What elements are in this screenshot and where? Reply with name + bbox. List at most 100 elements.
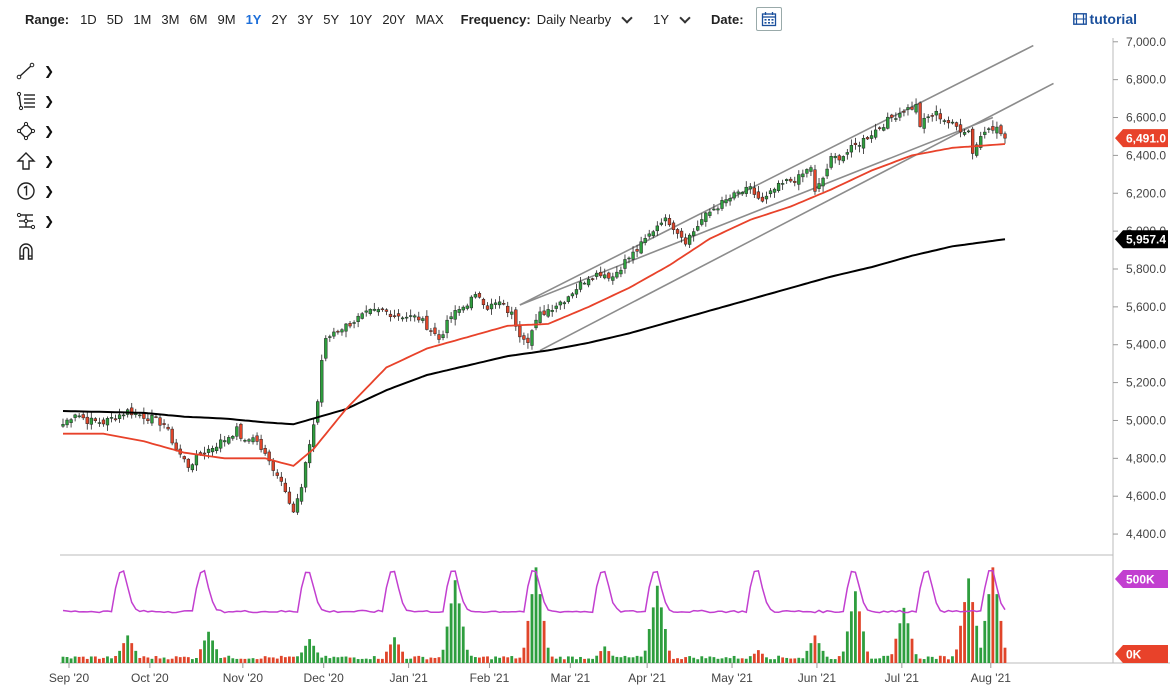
volume-bar — [813, 635, 817, 663]
candle-body — [995, 126, 999, 134]
volume-bar — [263, 656, 267, 663]
volume-bar — [81, 656, 85, 663]
candle-body — [287, 491, 292, 504]
volume-bar — [595, 655, 599, 663]
y-tick-label: 6,400.0 — [1126, 148, 1166, 162]
tool-trendline[interactable]: ❯ — [16, 56, 56, 86]
candle-body — [865, 137, 870, 140]
candle-body — [162, 423, 166, 425]
range-1y[interactable]: 1Y — [245, 11, 262, 27]
x-tick-label: Feb '21 — [470, 671, 510, 685]
candle-body — [227, 437, 231, 444]
range-5d[interactable]: 5D — [106, 11, 124, 27]
tool-measure[interactable]: ❯ — [16, 206, 56, 236]
volume-bar — [663, 629, 667, 663]
volume-bar — [999, 620, 1003, 663]
tutorial-link[interactable]: tutorial — [1072, 11, 1137, 27]
chevron-right-icon: ❯ — [44, 154, 55, 168]
range-3y[interactable]: 3Y — [297, 11, 314, 27]
candle-body — [793, 180, 797, 183]
candle-body — [198, 452, 203, 456]
candle-body — [299, 487, 304, 502]
candle-body — [243, 440, 247, 442]
volume-bar — [546, 647, 550, 663]
tool-shapes[interactable]: ❯ — [16, 116, 56, 146]
tool-magnet[interactable] — [16, 236, 56, 266]
volume-bar — [186, 657, 190, 663]
candle-body — [789, 178, 793, 182]
volume-bar — [510, 656, 514, 663]
volume-bar — [631, 657, 635, 663]
candle-body — [700, 219, 704, 225]
volume-bar — [255, 659, 259, 663]
volume-bar — [296, 656, 299, 663]
candle-body — [930, 115, 934, 117]
candle-body — [138, 414, 142, 417]
candle-body — [73, 414, 77, 418]
volume-bar — [833, 659, 837, 663]
volume-bar — [558, 656, 562, 663]
range-20y[interactable]: 20Y — [382, 11, 406, 27]
calendar-button[interactable] — [755, 7, 782, 31]
volume-bar — [393, 637, 396, 663]
x-tick-label: Jul '21 — [885, 671, 920, 685]
y-tick-label: 4,800.0 — [1126, 451, 1166, 465]
moving-average-fast — [63, 143, 1006, 467]
volume-bar — [587, 658, 590, 663]
last-price-badge: 6,491.0 — [1115, 129, 1168, 148]
volume-bar — [530, 594, 534, 663]
candle-body — [675, 229, 680, 234]
range-3m[interactable]: 3M — [161, 11, 180, 27]
volume-bar — [364, 658, 368, 663]
volume-bar — [684, 657, 688, 663]
volume-bar — [910, 638, 914, 663]
range-1m[interactable]: 1M — [133, 11, 152, 27]
candle-body — [493, 302, 498, 305]
volume-bar — [73, 656, 77, 663]
range-10y[interactable]: 10Y — [349, 11, 373, 27]
volume-bar — [130, 643, 134, 663]
top-toolbar: Range: 1D 5D 1M 3M 6M 9M 1Y 2Y 3Y 5Y 10Y 20Y MAX Fre… — [0, 0, 1173, 38]
candle-body — [716, 208, 720, 211]
volume-bar — [223, 657, 227, 663]
candle-body — [878, 127, 882, 129]
volume-bar — [845, 631, 849, 663]
range-5y[interactable]: 5Y — [323, 11, 340, 27]
volume-bar — [288, 656, 291, 663]
candle-body — [77, 415, 81, 418]
candle-body — [259, 438, 263, 450]
candle-body — [182, 456, 186, 460]
candle-body — [898, 113, 902, 118]
y-tick-label: 6,200.0 — [1126, 186, 1166, 200]
volume-bar — [178, 657, 182, 663]
range-max[interactable]: MAX — [415, 11, 444, 27]
candle-body — [590, 278, 595, 280]
tool-fibonacci[interactable]: ❯ — [16, 86, 56, 116]
volume-bar — [1003, 647, 1007, 663]
range-9m[interactable]: 9M — [217, 11, 236, 27]
volume-bar — [781, 657, 785, 663]
tool-annotation[interactable]: ❯ — [16, 176, 56, 206]
volume-bar — [138, 657, 142, 663]
volume-bar — [405, 658, 409, 663]
volume-bar — [983, 620, 987, 663]
range-1d[interactable]: 1D — [80, 11, 97, 27]
candle-body — [219, 439, 223, 449]
volume-bar — [158, 658, 162, 663]
candle-body — [85, 416, 89, 424]
candle-body — [154, 416, 158, 418]
frequency-select[interactable]: Daily Nearby — [537, 12, 639, 27]
volume-bar — [275, 658, 279, 663]
frequency-value: Daily Nearby — [536, 11, 612, 27]
candle-body — [595, 272, 599, 277]
volume-bar — [955, 649, 958, 663]
range-6m[interactable]: 6M — [189, 11, 208, 27]
volume-bar — [502, 656, 506, 663]
candle-body — [429, 330, 433, 332]
tool-arrows[interactable]: ❯ — [16, 146, 56, 176]
range-2y[interactable]: 2Y — [271, 11, 288, 27]
period-select[interactable]: 1Y — [645, 12, 697, 27]
candle-body — [510, 311, 514, 315]
candle-body — [692, 231, 696, 236]
